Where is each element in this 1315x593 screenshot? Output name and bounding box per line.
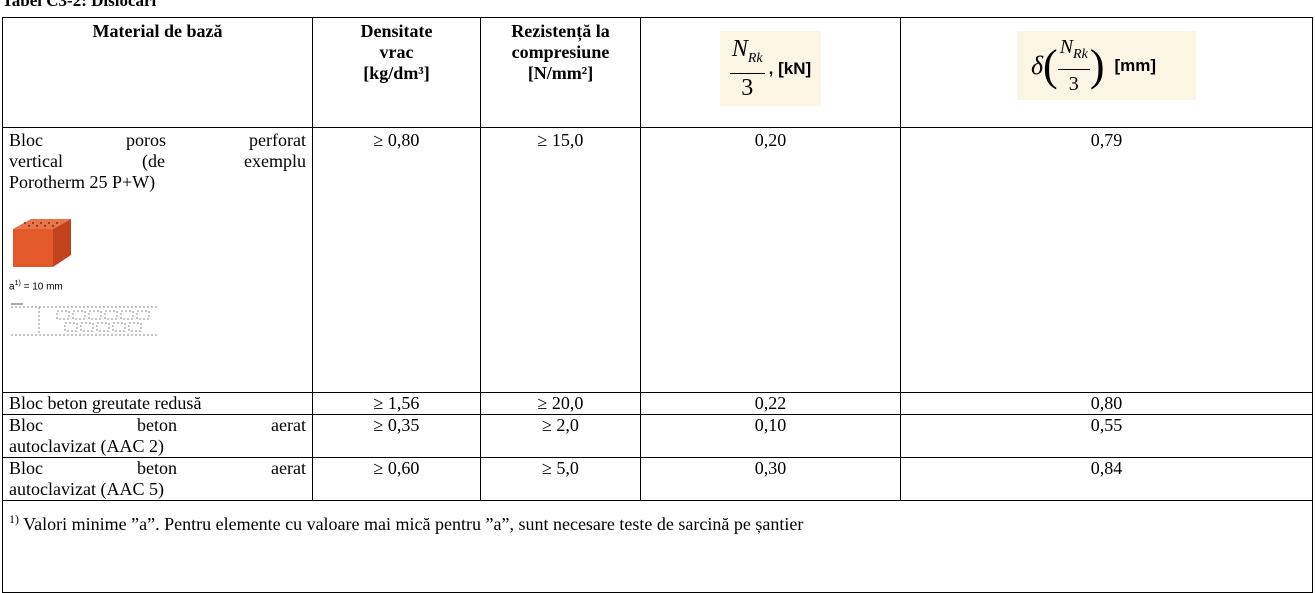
subscript: Rk	[748, 51, 763, 66]
cell: ≥ 0,35	[313, 415, 481, 458]
footnote: 1) Valori minime ”a”. Pentru elemente cu…	[3, 501, 1313, 593]
row: Bloc beton greutate redusă ≥ 1,56 ≥ 20,0…	[3, 393, 1313, 415]
material-line: autoclavizat (AAC 2)	[9, 436, 306, 457]
header-line: vrac	[319, 42, 474, 63]
cell: 0,79	[901, 128, 1313, 393]
header-line: Material de bază	[9, 21, 306, 42]
header-line: compresiune	[487, 42, 634, 63]
cell: ≥ 0,60	[313, 458, 481, 501]
cell: 0,55	[901, 415, 1313, 458]
cell: 0,10	[641, 415, 901, 458]
cell: 0,84	[901, 458, 1313, 501]
cell: Bloc poros perforat vertical (de exemplu…	[3, 128, 313, 393]
header-cell: Material de bază	[3, 18, 313, 128]
material-line: Bloc beton greutate redusă	[9, 393, 306, 414]
unit: , [kN]	[769, 58, 812, 79]
label-rest: = 10 mm	[21, 281, 63, 292]
cell: ≥ 20,0	[481, 393, 641, 415]
section-drawing	[9, 301, 159, 337]
cell: ≥ 15,0	[481, 128, 641, 393]
header-line: Rezistență la	[487, 21, 634, 42]
numerator: N	[732, 36, 748, 62]
cell: 0,20	[641, 128, 901, 393]
cell: Bloc beton greutate redusă	[3, 393, 313, 415]
header-line: [kg/dm³]	[319, 63, 474, 84]
symbol: δ	[1031, 55, 1043, 76]
unit: [mm]	[1114, 55, 1156, 76]
material-line: autoclavizat (AAC 5)	[9, 479, 306, 500]
footnote-row: 1) Valori minime ”a”. Pentru elemente cu…	[3, 501, 1313, 593]
material-line: Porotherm 25 P+W)	[9, 172, 306, 193]
header-cell: NRk 3 , [kN]	[641, 18, 901, 128]
page: Tabel C3-2: Dislocări Material de bază D…	[0, 0, 1315, 584]
material-line: Bloc beton aerat	[9, 458, 306, 479]
cell: ≥ 5,0	[481, 458, 641, 501]
image-label: a1) = 10 mm	[9, 273, 306, 297]
footnote-mark: 1)	[9, 512, 19, 526]
numerator: N	[1060, 36, 1073, 58]
footnote-text: Valori minime ”a”. Pentru elemente cu va…	[19, 514, 803, 534]
table-title: Tabel C3-2: Dislocări	[2, 0, 156, 11]
row: Bloc poros perforat vertical (de exemplu…	[3, 128, 1313, 393]
fraction: NRk 3	[1058, 33, 1090, 98]
cell: 0,22	[641, 393, 901, 415]
cell: ≥ 2,0	[481, 415, 641, 458]
brick-image	[9, 215, 89, 271]
cell: 0,80	[901, 393, 1313, 415]
header-line: [N/mm²]	[487, 63, 634, 84]
header-line: Densitate	[319, 21, 474, 42]
material-line: Bloc beton aerat	[9, 415, 306, 436]
subscript: Rk	[1073, 47, 1088, 62]
cell: ≥ 0,80	[313, 128, 481, 393]
material-line: Bloc poros perforat	[9, 130, 306, 151]
cell: ≥ 1,56	[313, 393, 481, 415]
denominator: 3	[1069, 70, 1079, 98]
denominator: 3	[741, 74, 753, 102]
cell: 0,30	[641, 458, 901, 501]
fraction: NRk 3	[730, 35, 765, 102]
formula: NRk 3 , [kN]	[720, 31, 821, 106]
material-line: vertical (de exemplu	[9, 151, 306, 172]
